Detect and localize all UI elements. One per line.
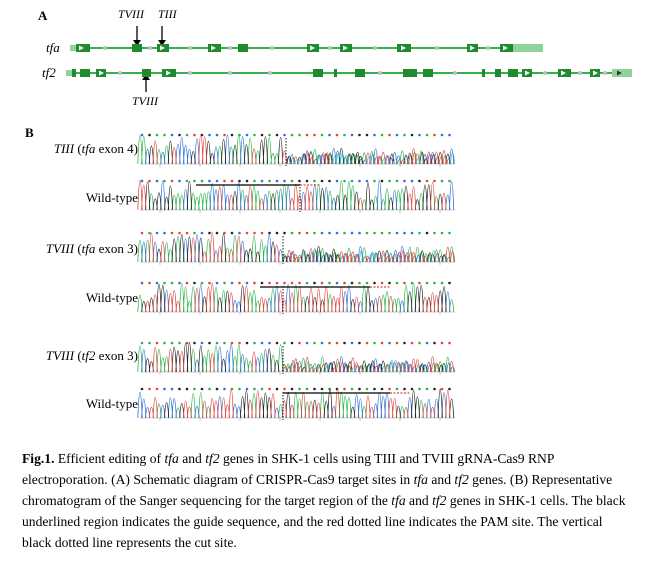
chromatogram-label-wt-1: Wild-type bbox=[85, 190, 138, 205]
panel-b-label: B bbox=[25, 125, 34, 140]
chromatogram-panel bbox=[137, 133, 456, 421]
chromatogram-trace-2 bbox=[137, 179, 455, 213]
chromatogram-label-tviii-tf2: TVIII (tf2 exon 3) bbox=[45, 348, 138, 363]
chromatogram-trace-3 bbox=[137, 231, 456, 265]
gene-model-tf2 bbox=[66, 69, 632, 77]
target-arrow-tiii-top bbox=[158, 26, 166, 46]
panel-a-label: A bbox=[38, 8, 48, 23]
chromatogram-label-tviii-tfa: TVIII (tfa exon 3) bbox=[45, 241, 138, 256]
gene-schematic bbox=[66, 26, 632, 92]
marker-label-tviii-top: TVIII bbox=[118, 7, 144, 21]
chromatogram-trace-4 bbox=[137, 281, 455, 315]
target-arrow-tviii-top bbox=[133, 26, 141, 46]
figure-caption: Fig.1. Efficient editing of tfa and tf2 … bbox=[22, 451, 626, 550]
gene-model-tfa bbox=[70, 44, 543, 52]
marker-label-tiii-top: TIII bbox=[158, 7, 177, 21]
gene-label-tf2: tf2 bbox=[42, 65, 56, 80]
chromatogram-label-tiii-tfa: TIII (tfa exon 4) bbox=[53, 141, 138, 156]
marker-label-tviii-bottom: TVIII bbox=[132, 94, 158, 108]
chromatogram-trace-5 bbox=[137, 341, 456, 375]
chromatogram-label-wt-3: Wild-type bbox=[85, 396, 138, 411]
chromatogram-label-wt-2: Wild-type bbox=[85, 290, 138, 305]
chromatogram-trace-1 bbox=[137, 133, 456, 167]
gene-label-tfa: tfa bbox=[46, 40, 60, 55]
figure-label: Fig.1. bbox=[22, 451, 55, 466]
chromatogram-trace-6 bbox=[137, 387, 455, 421]
